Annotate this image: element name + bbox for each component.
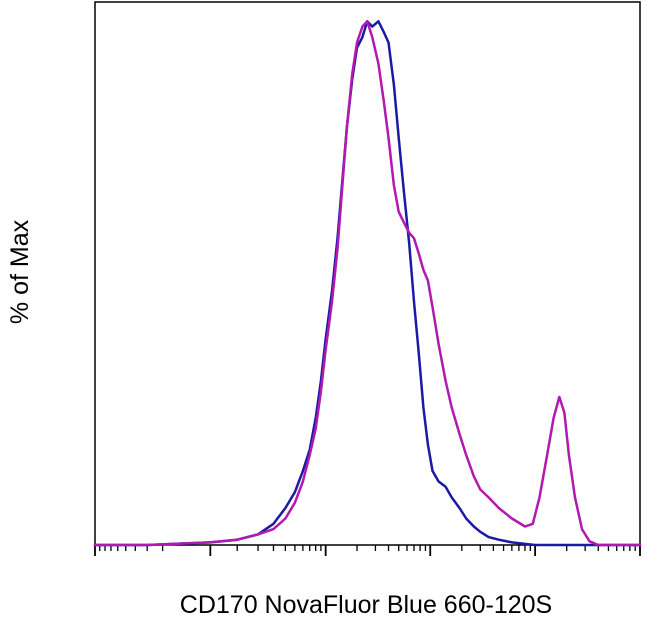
series-line-2 (93, 20, 642, 547)
x-axis-label: CD170 NovaFluor Blue 660-120S (180, 591, 552, 619)
plot-frame (94, 1, 641, 546)
series-layer (93, 20, 642, 547)
x-axis-ticks (94, 545, 641, 556)
y-axis-label: % of Max (6, 219, 34, 324)
series-line-1 (93, 20, 642, 547)
